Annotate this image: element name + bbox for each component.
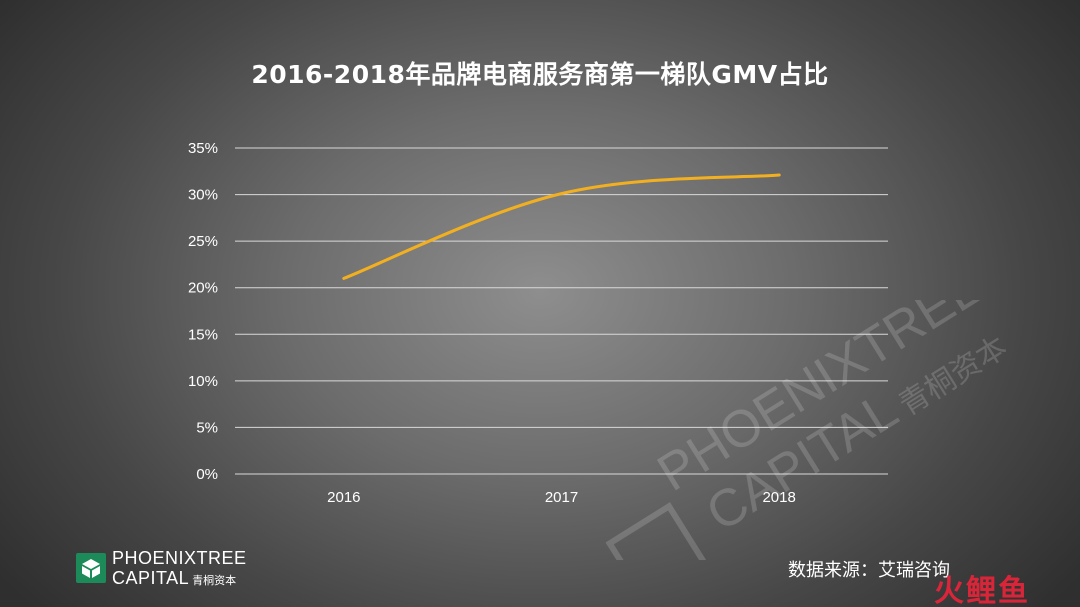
x-tick-label: 2016 — [327, 489, 360, 506]
y-tick-label: 30% — [188, 187, 218, 204]
corner-watermark-badge: 火鲤鱼 — [934, 574, 1030, 607]
series-lines — [342, 173, 781, 280]
x-axis-tick-labels: 2016 2017 2018 — [327, 489, 796, 506]
x-tick-label: 2018 — [762, 489, 795, 506]
logo-line2: CAPITAL — [112, 568, 190, 588]
phoenixtree-logo: PHOENIXTREE CAPITAL 青桐资本 — [76, 548, 247, 588]
y-tick-label: 35% — [188, 140, 218, 157]
y-axis-tick-labels: 0% 5% 10% 15% 20% 25% 30% 35% — [188, 140, 218, 483]
y-tick-label: 20% — [188, 280, 218, 297]
logo-cn: 青桐资本 — [192, 574, 237, 587]
logo-line1: PHOENIXTREE — [112, 548, 247, 568]
y-tick-label: 0% — [196, 466, 218, 483]
y-tick-label: 25% — [188, 233, 218, 250]
chart-title: 2016-2018年品牌电商服务商第一梯队GMV占比 — [251, 60, 829, 89]
y-tick-label: 10% — [188, 373, 218, 390]
y-tick-label: 15% — [188, 326, 218, 343]
gridlines — [235, 147, 888, 475]
series-line — [342, 173, 781, 280]
y-tick-label: 5% — [196, 419, 218, 436]
x-tick-label: 2017 — [545, 489, 578, 506]
phoenixtree-logo-icon — [76, 553, 106, 583]
data-source: 数据来源：艾瑞咨询 — [788, 560, 950, 581]
